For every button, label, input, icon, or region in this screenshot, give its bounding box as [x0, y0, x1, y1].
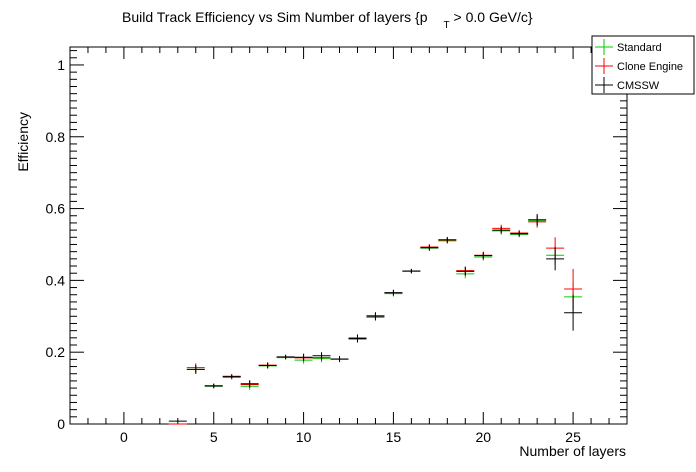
data-point [258, 362, 277, 369]
legend-label: Standard [617, 42, 662, 54]
legend-box [591, 35, 695, 95]
data-point [330, 356, 349, 362]
y-tick-label: 0.8 [46, 129, 66, 145]
y-tick-label: 0.4 [46, 272, 66, 288]
x-tick-label: 25 [565, 429, 581, 445]
x-tick-label: 20 [475, 429, 491, 445]
data-point [366, 312, 385, 320]
data-point [240, 380, 259, 388]
y-tick-label: 1 [57, 57, 65, 73]
x-tick-label: 5 [210, 429, 218, 445]
data-point [204, 383, 223, 389]
series-cmssw [168, 213, 583, 422]
data-point [402, 268, 421, 274]
x-tick-label: 0 [120, 429, 128, 445]
data-point [276, 354, 295, 360]
y-tick-label: 0.6 [46, 201, 66, 217]
data-point [384, 289, 403, 296]
x-tick-label: 15 [386, 429, 402, 445]
series-layer [168, 213, 583, 425]
data-point [456, 267, 475, 276]
data-point [510, 230, 529, 237]
data-point [348, 334, 367, 343]
data-point [474, 252, 493, 260]
data-point [222, 374, 241, 379]
plot-frame [69, 46, 628, 425]
x-tick-label: 10 [296, 429, 312, 445]
data-point [186, 365, 205, 374]
legend-label: CMSSW [617, 80, 660, 92]
tick-labels: 0 5 10 15 20 25 0 0.2 0.4 0.6 0.8 1 [46, 57, 582, 445]
x-axis-label: Number of layers [519, 443, 626, 459]
legend-entry: Clone Engine [595, 58, 683, 74]
data-point [528, 213, 547, 226]
data-point [294, 353, 313, 361]
legend-entry: CMSSW [595, 77, 660, 93]
data-point [438, 236, 457, 243]
legend-label: Clone Engine [617, 61, 683, 73]
data-point [312, 352, 331, 360]
chart-title: Build Track Efficiency vs Sim Number of … [122, 9, 533, 31]
data-point [546, 247, 565, 271]
legend-entry: Standard [595, 39, 662, 55]
legend: Standard Clone Engine CMSSW [591, 35, 695, 95]
y-axis-label: Efficiency [15, 112, 31, 172]
axis-ticks [69, 47, 628, 425]
data-point [492, 226, 511, 234]
data-point [420, 244, 439, 251]
y-tick-label: 0.2 [46, 344, 66, 360]
data-point [564, 294, 583, 331]
data-point [168, 420, 187, 422]
y-tick-label: 0 [57, 416, 65, 432]
